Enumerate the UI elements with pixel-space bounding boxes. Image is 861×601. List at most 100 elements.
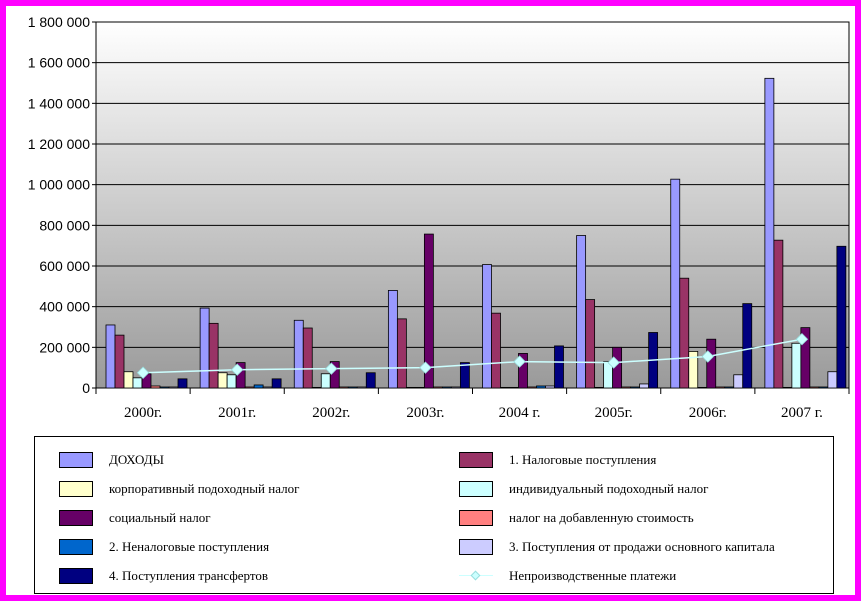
bar <box>396 318 407 389</box>
line-point <box>325 362 338 375</box>
y-tick-label: 0 <box>82 380 90 396</box>
bar <box>217 372 228 389</box>
bar <box>405 386 416 389</box>
bar <box>177 378 188 389</box>
bar <box>630 386 641 389</box>
bar <box>818 386 829 389</box>
legend-item: 3. Поступления от продажи основного капи… <box>459 537 775 557</box>
bar <box>329 361 340 389</box>
bar <box>199 307 210 389</box>
legend-swatch <box>59 481 93 497</box>
legend-swatch <box>59 539 93 555</box>
legend-item: социальный налог <box>59 508 211 528</box>
legend-swatch <box>459 481 493 497</box>
bar <box>253 384 264 389</box>
y-tick-label: 200 000 <box>39 339 90 355</box>
legend-label: 4. Поступления трансфертов <box>109 568 269 583</box>
bar <box>132 377 143 389</box>
bar <box>302 327 313 389</box>
y-axis: 0 200 000 400 000 600 000 800 000 1 000 000 1 … <box>28 14 96 396</box>
bar <box>724 386 735 389</box>
legend-swatch <box>59 510 93 526</box>
bar <box>688 350 699 389</box>
legend-label: налог на добавленную стоимость <box>509 510 694 525</box>
bar <box>639 383 650 389</box>
line-point <box>136 366 150 379</box>
bar <box>621 386 632 389</box>
bar <box>585 299 596 389</box>
bar <box>706 338 717 389</box>
bar <box>459 362 470 389</box>
bar <box>809 386 820 389</box>
bar <box>594 386 605 389</box>
line-series <box>136 332 809 379</box>
y-tick-label: 1 600 000 <box>28 55 90 71</box>
bar <box>387 289 398 389</box>
y-tick-label: 1 400 000 <box>28 95 90 111</box>
bar <box>482 264 492 389</box>
legend-label: ДОХОДЫ <box>109 452 164 467</box>
bar <box>836 245 847 389</box>
bar <box>527 386 537 389</box>
legend-label: Непроизводственные платежи <box>509 568 677 583</box>
bars <box>105 77 847 389</box>
x-tick-label: 2002г. <box>312 405 350 421</box>
bar <box>226 374 237 389</box>
legend-item: индивидуальный подоходный налог <box>459 479 708 499</box>
bar <box>123 371 134 389</box>
y-tick-label: 800 000 <box>39 217 90 233</box>
legend: ДОХОДЫ 1. Налоговые поступления корпоратив… <box>34 436 834 594</box>
x-axis: 2000г. 2001г. 2002г. 2003г. 2004 г. 2005г. 200… <box>95 388 850 421</box>
legend-label: корпоративный подоходный налог <box>109 481 300 496</box>
bar <box>356 386 367 389</box>
bar <box>441 386 452 389</box>
legend-label: 1. Налоговые поступления <box>509 452 657 467</box>
bar <box>742 303 753 389</box>
bar <box>679 277 690 389</box>
bar <box>311 386 322 389</box>
y-tick-label: 1 000 000 <box>28 177 90 193</box>
y-tick-label: 600 000 <box>39 258 90 274</box>
bar <box>159 386 170 389</box>
x-tick-label: 2000г. <box>124 405 162 421</box>
x-tick-label: 2007 г. <box>781 405 823 421</box>
y-tick-label: 1 800 000 <box>28 14 90 30</box>
bar <box>697 386 708 389</box>
bar <box>432 386 443 389</box>
bar <box>500 386 510 389</box>
bar <box>782 386 793 389</box>
bar <box>150 385 161 389</box>
bar <box>791 342 802 389</box>
legend-item: корпоративный подоходный налог <box>59 479 299 499</box>
bar <box>235 362 246 389</box>
x-tick-label: 2003г. <box>406 405 444 421</box>
bar <box>414 386 425 389</box>
legend-swatch <box>59 568 93 584</box>
bar <box>338 386 349 389</box>
line-point <box>607 356 620 369</box>
line-point <box>795 332 809 346</box>
legend-swatch <box>459 568 493 584</box>
line-point <box>701 350 715 363</box>
legend-item: ДОХОДЫ <box>59 450 164 470</box>
legend-label: 3. Поступления от продажи основного капи… <box>509 539 775 554</box>
bar <box>105 324 116 389</box>
bar <box>773 239 784 389</box>
bar <box>518 353 528 389</box>
y-tick-label: 400 000 <box>39 299 90 315</box>
plot-area <box>95 21 850 389</box>
bar <box>347 386 358 389</box>
bar <box>450 386 461 389</box>
x-tick-label: 2001г. <box>218 405 256 421</box>
legend-swatch <box>459 452 493 468</box>
legend-item: Непроизводственные платежи <box>459 566 676 586</box>
bar <box>670 178 681 389</box>
bar <box>271 378 282 389</box>
bar <box>800 327 811 389</box>
y-tick-label: 1 200 000 <box>28 136 90 152</box>
legend-label: социальный налог <box>109 510 211 525</box>
legend-swatch <box>459 539 493 555</box>
bar <box>208 322 219 389</box>
line-point <box>419 361 432 374</box>
bar <box>536 385 546 389</box>
